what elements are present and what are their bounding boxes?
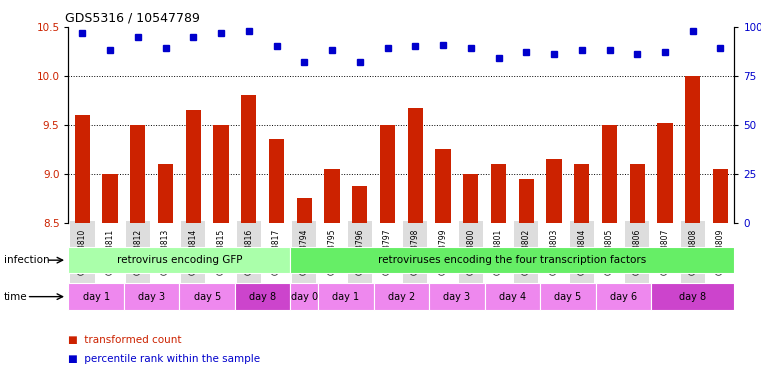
Bar [429, 283, 485, 310]
Bar [629, 164, 645, 223]
Bar [463, 174, 479, 223]
Text: day 8: day 8 [249, 291, 276, 302]
Text: ■  transformed count: ■ transformed count [68, 335, 182, 345]
Text: GDS5316 / 10547789: GDS5316 / 10547789 [65, 11, 200, 24]
Bar [546, 159, 562, 223]
Bar [408, 108, 423, 223]
Bar [186, 110, 201, 223]
Bar [180, 283, 235, 310]
Bar [269, 139, 284, 223]
Bar [158, 164, 174, 223]
Bar [596, 283, 651, 310]
Bar [68, 283, 124, 310]
Text: retrovirus encoding GFP: retrovirus encoding GFP [116, 255, 242, 265]
Bar [658, 123, 673, 223]
Text: day 5: day 5 [554, 291, 581, 302]
Text: day 8: day 8 [679, 291, 706, 302]
Bar [519, 179, 534, 223]
Bar [380, 125, 395, 223]
Bar [574, 164, 590, 223]
Bar [713, 169, 728, 223]
Bar [352, 187, 368, 223]
Text: time: time [4, 291, 27, 302]
Bar [241, 95, 256, 223]
Text: day 0: day 0 [291, 291, 318, 302]
Bar [491, 164, 506, 223]
Bar [213, 125, 229, 223]
Text: day 6: day 6 [610, 291, 637, 302]
Bar [75, 115, 90, 223]
Bar [374, 283, 429, 310]
Bar [103, 174, 118, 223]
Bar [130, 125, 145, 223]
Bar [685, 76, 700, 223]
Text: retroviruses encoding the four transcription factors: retroviruses encoding the four transcrip… [378, 255, 647, 265]
Text: infection: infection [4, 255, 49, 265]
Text: day 1: day 1 [333, 291, 359, 302]
Bar [291, 283, 318, 310]
Bar [297, 198, 312, 223]
Text: ■  percentile rank within the sample: ■ percentile rank within the sample [68, 354, 260, 364]
Text: day 5: day 5 [193, 291, 221, 302]
Bar [324, 169, 339, 223]
Bar [540, 283, 596, 310]
Text: day 3: day 3 [444, 291, 470, 302]
Bar [485, 283, 540, 310]
Bar [651, 283, 734, 310]
Text: day 2: day 2 [388, 291, 415, 302]
Bar [68, 247, 291, 273]
Bar [435, 149, 451, 223]
Bar [291, 247, 734, 273]
Bar [318, 283, 374, 310]
Text: day 4: day 4 [499, 291, 526, 302]
Bar [124, 283, 180, 310]
Text: day 3: day 3 [139, 291, 165, 302]
Bar [235, 283, 291, 310]
Bar [602, 125, 617, 223]
Text: day 1: day 1 [83, 291, 110, 302]
